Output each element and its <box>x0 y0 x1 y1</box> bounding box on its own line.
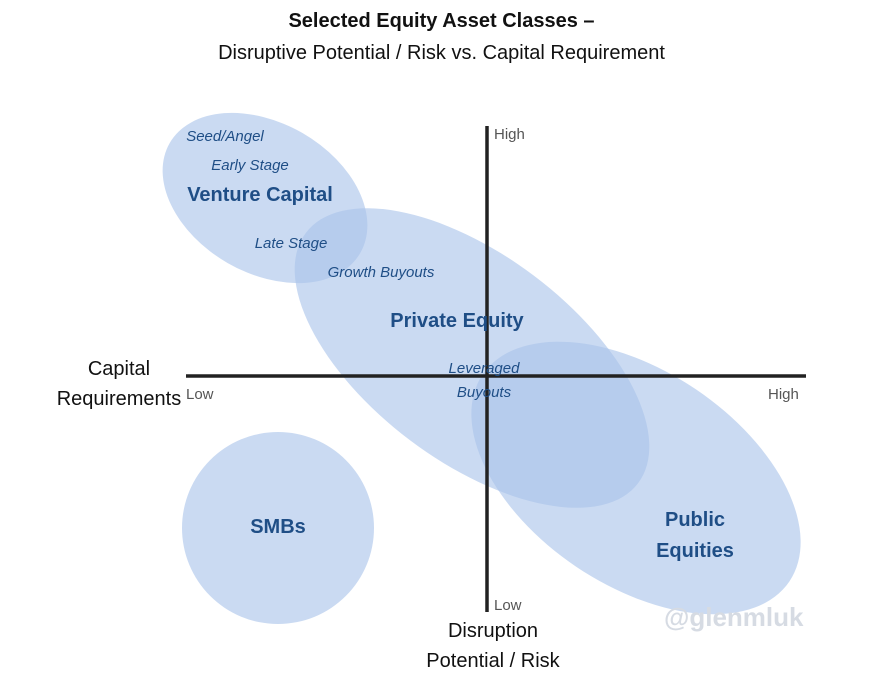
public-equities-line2: Equities <box>656 540 734 562</box>
smbs-label: SMBs <box>250 516 306 538</box>
late-stage-label: Late Stage <box>254 235 328 252</box>
seed-angel-label: Seed/Angel <box>186 128 264 145</box>
x-axis-title-line2: Requirements <box>56 388 182 410</box>
public-equities-ellipse <box>471 341 801 615</box>
y-axis-low-label: Low <box>494 597 522 614</box>
growth-buyouts-label: Growth Buyouts <box>327 264 435 281</box>
y-axis-title-line2: Potential / Risk <box>426 650 560 672</box>
x-axis-title: Capital Requirements <box>28 354 210 414</box>
x-axis-high-label: High <box>768 386 799 403</box>
chart-title: Selected Equity Asset Classes – <box>288 10 595 32</box>
leveraged-buyouts-line2: Buyouts <box>456 384 512 401</box>
watermark: @glenmluk <box>664 602 804 632</box>
public-equities-line1: Public <box>664 509 725 531</box>
x-axis-title-line1: Capital <box>87 358 151 380</box>
private-equity-label: Private Equity <box>390 310 524 332</box>
y-axis-title-line1: Disruption <box>447 620 539 642</box>
early-stage-label: Early Stage <box>211 157 289 174</box>
smbs-circle <box>182 432 374 624</box>
chart-subtitle: Disruptive Potential / Risk vs. Capital … <box>218 42 665 64</box>
venture-capital-label: Venture Capital <box>187 184 333 206</box>
leveraged-buyouts-label: Leveraged Buyouts <box>424 357 544 405</box>
y-axis-title: Disruption Potential / Risk <box>373 616 613 676</box>
leveraged-buyouts-line1: Leveraged <box>448 360 520 377</box>
public-equities-label: Public Equities <box>625 505 765 567</box>
x-axis-low-label: Low <box>186 386 214 403</box>
y-axis-high-label: High <box>494 126 525 143</box>
